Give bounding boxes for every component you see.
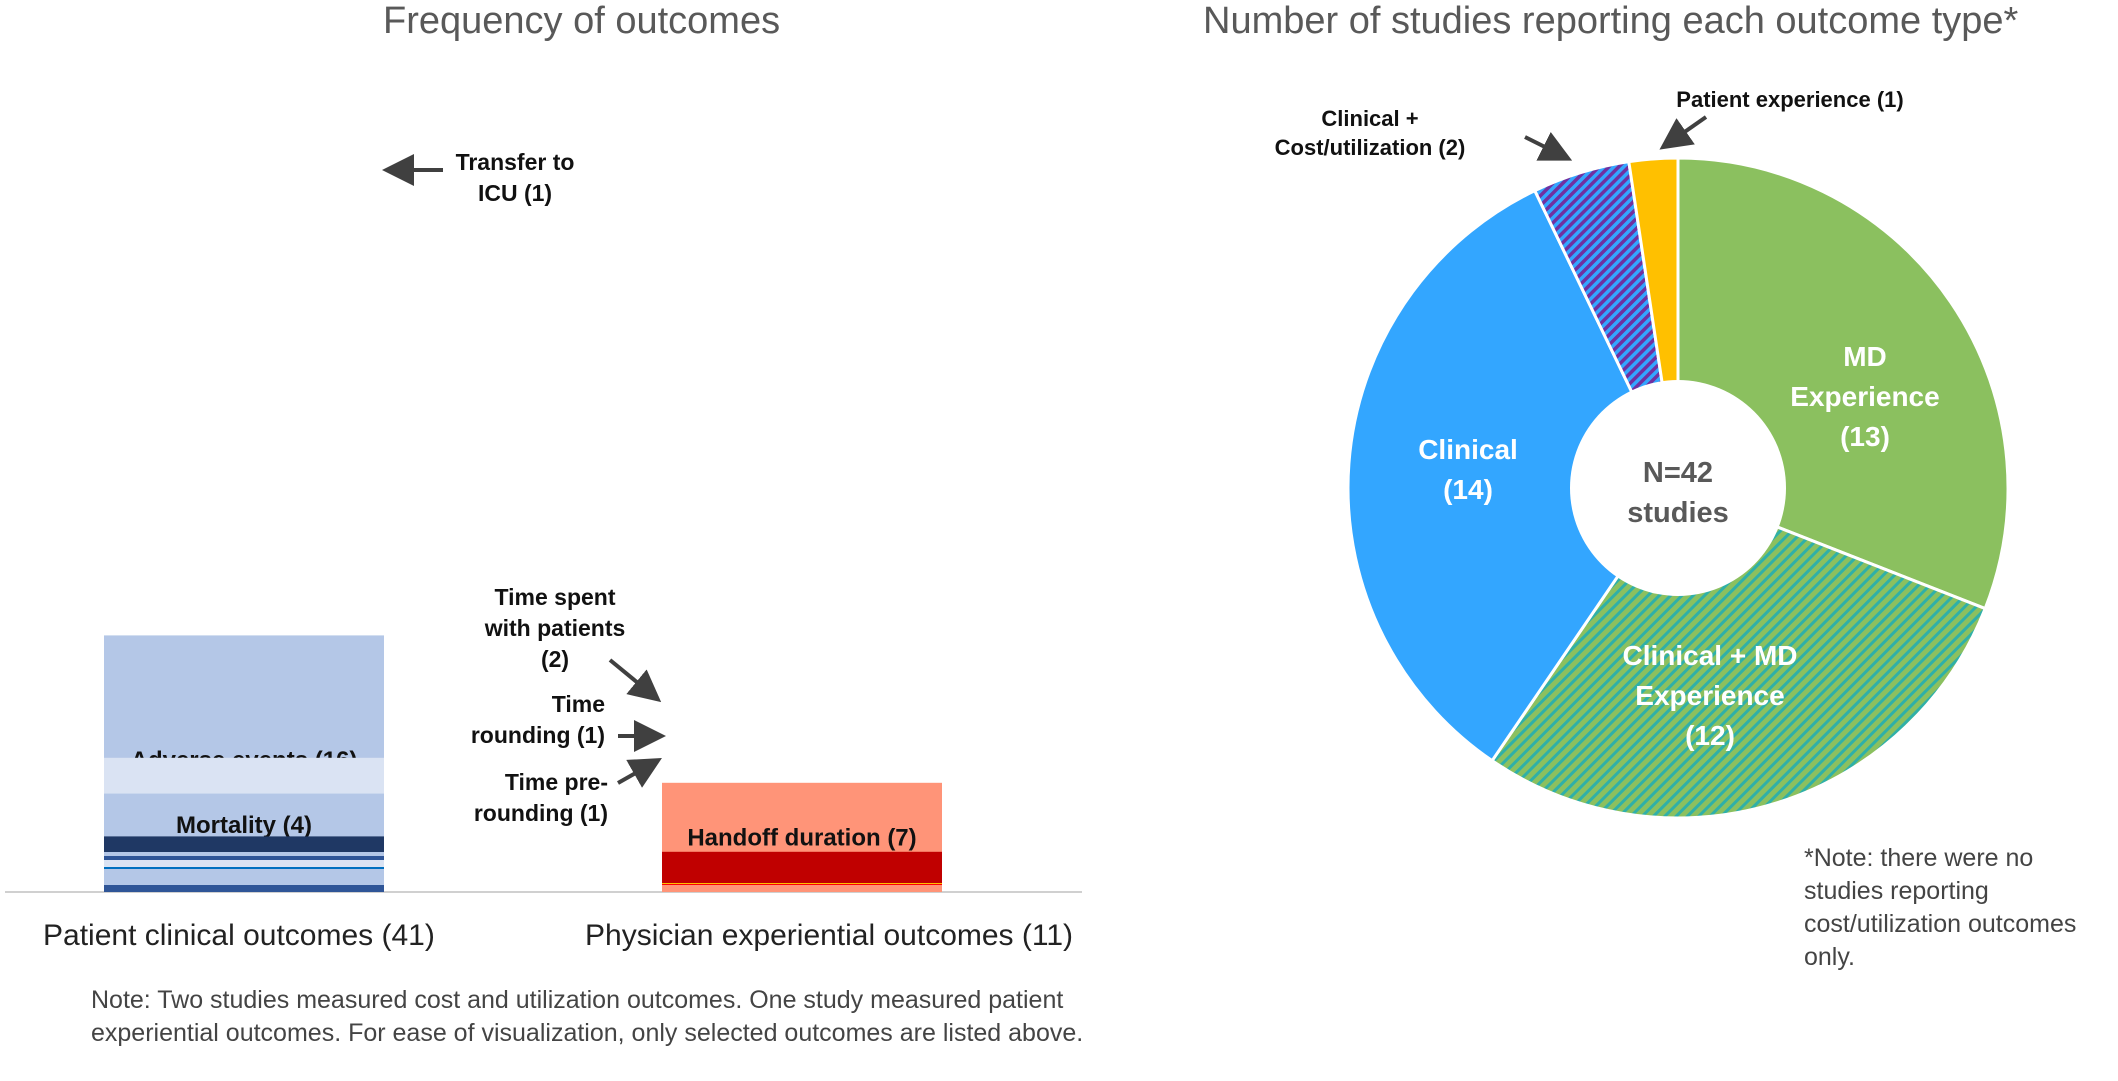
- slice-label-line: Clinical: [1418, 434, 1518, 465]
- slice-label-line: (12): [1685, 720, 1735, 751]
- callout-text-line: Time: [552, 691, 605, 717]
- callout-text-line: rounding (1): [474, 800, 608, 826]
- center-label-line: N=42: [1643, 457, 1713, 489]
- bar-label-handoff-duration-7: Handoff duration (7): [687, 824, 916, 851]
- slice-callout-arrow: [1524, 131, 1573, 161]
- center-label-line: studies: [1627, 497, 1729, 529]
- slice-label-line: MD: [1843, 341, 1887, 372]
- slice-callout-arrow: [1659, 115, 1708, 150]
- slice-callout-patient-experience: Patient experience (1): [1659, 87, 1904, 150]
- callout-text-line: (2): [541, 646, 569, 672]
- left-chart-title: Frequency of outcomes: [383, 0, 781, 42]
- donut-center-label: N=42 studies: [1627, 457, 1729, 529]
- slice-callout-line: Clinical +: [1321, 106, 1418, 131]
- callout-text-line: Time spent: [495, 584, 616, 610]
- right-chart-title: Number of studies reporting each outcome…: [1203, 0, 2019, 42]
- slice-label-line: Experience: [1635, 680, 1784, 711]
- callout-text-line: Transfer to: [456, 149, 575, 175]
- slice-callout-line: Cost/utilization (2): [1275, 135, 1466, 160]
- bar-segment-transfer-to-icu-1: [104, 836, 384, 852]
- callout-time-pre-rounding-1: Time pre-rounding (1): [474, 758, 662, 826]
- slice-label-line: (13): [1840, 421, 1890, 452]
- callout-transfer-to-icu-1: Transfer to ICU (1): [382, 149, 575, 206]
- slice-label-clinical: Clinical (14): [1418, 434, 1518, 505]
- slice-label-md-experience: MD Experience (13): [1790, 341, 1939, 452]
- left-footnote: Note: Two studies measured cost and util…: [91, 986, 1084, 1047]
- callout-text-line: rounding (1): [471, 722, 605, 748]
- callout-arrow: [617, 758, 662, 788]
- donut-chart: MD Experience (13) Clinical + MD Experience (…: [1275, 87, 2010, 820]
- stacked-bar-chart: Errors (7)Adverse events (16)Codes (2)Le…: [5, 149, 1082, 893]
- bar-label-mortality-4: Mortality (4): [176, 812, 312, 839]
- donut-slice-clinical-md-experience: [1490, 486, 1988, 820]
- callout-text-line: with patients: [484, 615, 626, 641]
- callout-text-line: Time pre-: [505, 769, 608, 795]
- slice-callout-clinical-cost-utilization: Clinical + Cost/utilization (2): [1275, 106, 1573, 161]
- callout-time-spent-with-patients-2: Time spent with patients (2): [484, 584, 662, 703]
- callout-arrow: [608, 658, 662, 703]
- category-label-patient-clinical: Patient clinical outcomes (41): [43, 919, 435, 952]
- donut-slice-clinical: [1346, 188, 1680, 763]
- slice-label-line: Experience: [1790, 381, 1939, 412]
- slice-callout-line: Patient experience (1): [1676, 87, 1903, 112]
- callout-text-line: ICU (1): [478, 180, 552, 206]
- donut-hole: [1570, 380, 1786, 596]
- right-footnote: *Note: there were no studies reporting c…: [1804, 844, 2077, 971]
- bar-segment-time-spent-with-patients-2: [662, 851, 942, 883]
- category-label-physician-experiential: Physician experiential outcomes (11): [585, 919, 1074, 952]
- slice-label-line: Clinical + MD: [1622, 640, 1797, 671]
- slice-label-line: (14): [1443, 474, 1493, 505]
- slice-label-clinical-md-experience: Clinical + MD Experience (12): [1622, 640, 1797, 751]
- callout-time-rounding-1: Time rounding (1): [471, 691, 666, 752]
